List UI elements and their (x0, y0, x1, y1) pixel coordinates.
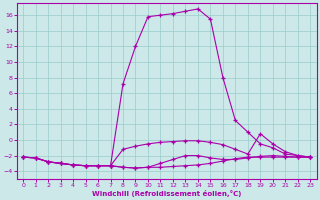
X-axis label: Windchill (Refroidissement éolien,°C): Windchill (Refroidissement éolien,°C) (92, 190, 241, 197)
